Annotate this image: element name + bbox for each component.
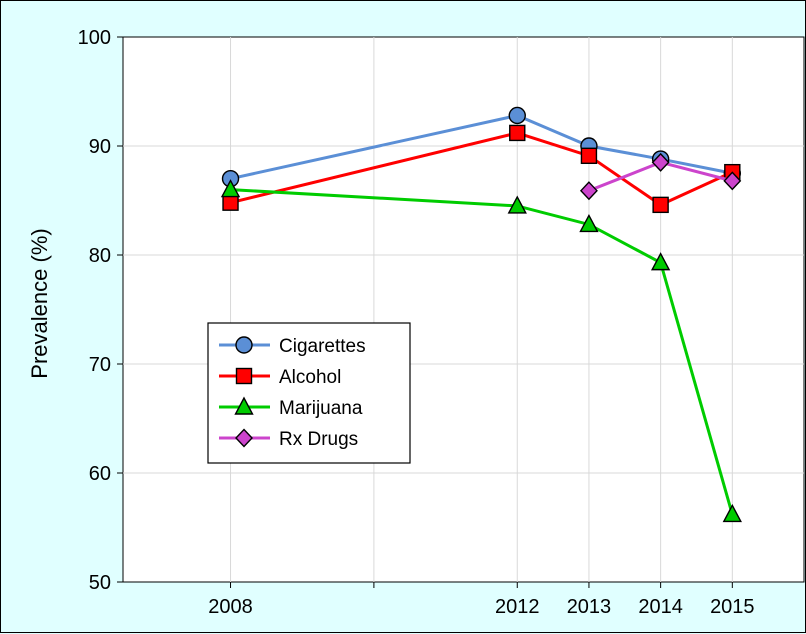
legend-rx-drugs-marker: [235, 428, 253, 448]
series-layer: [220, 106, 742, 523]
rx-drugs-point: [723, 171, 742, 191]
legend-marijuana-marker: [234, 396, 254, 415]
rx-drugs-point: [579, 181, 598, 201]
plot-area: [122, 36, 805, 583]
alcohol-point: [580, 147, 598, 165]
x-tick-label: 2012: [495, 596, 540, 618]
alcohol-point: [509, 124, 526, 142]
marijuana-point: [507, 195, 527, 214]
marijuana-point: [650, 252, 671, 271]
alcohol-point: [222, 194, 239, 211]
cigarettes-point: [508, 106, 526, 125]
y-tick-label: 80: [89, 245, 111, 267]
x-tick-label: 2008: [208, 596, 253, 618]
rx-drugs-point: [651, 152, 670, 172]
marijuana-point: [722, 503, 742, 523]
marijuana-point: [579, 213, 599, 233]
legend-alcohol-label: Alcohol: [279, 367, 341, 388]
y-tick-label: 60: [89, 463, 111, 485]
y-tick-label: 70: [89, 354, 111, 376]
x-tick-label: 2014: [638, 596, 683, 618]
y-axis-label: Prevalence (%): [27, 228, 52, 378]
axes: 50 60 70 80 90 100 2008 2012 2013 2014 2015 Prevale…: [27, 27, 755, 618]
y-tick-label: 50: [89, 572, 111, 594]
y-tick-label: 100: [78, 27, 111, 49]
x-tick-label: 2015: [710, 596, 755, 618]
x-tick-label: 2013: [567, 596, 612, 618]
marijuana-point: [220, 179, 241, 198]
legend-cigarettes-label: Cigarettes: [279, 336, 366, 357]
alcohol-point: [652, 196, 669, 214]
legend-rx-drugs-label: Rx Drugs: [279, 429, 358, 450]
legend: Cigarettes Alcohol Marijuana Rx Drugs: [207, 322, 411, 464]
y-tick-label: 90: [89, 136, 111, 158]
legend-cigarettes-marker: [235, 336, 253, 354]
legend-alcohol-marker: [235, 367, 253, 385]
legend-marijuana-label: Marijuana: [279, 398, 363, 419]
